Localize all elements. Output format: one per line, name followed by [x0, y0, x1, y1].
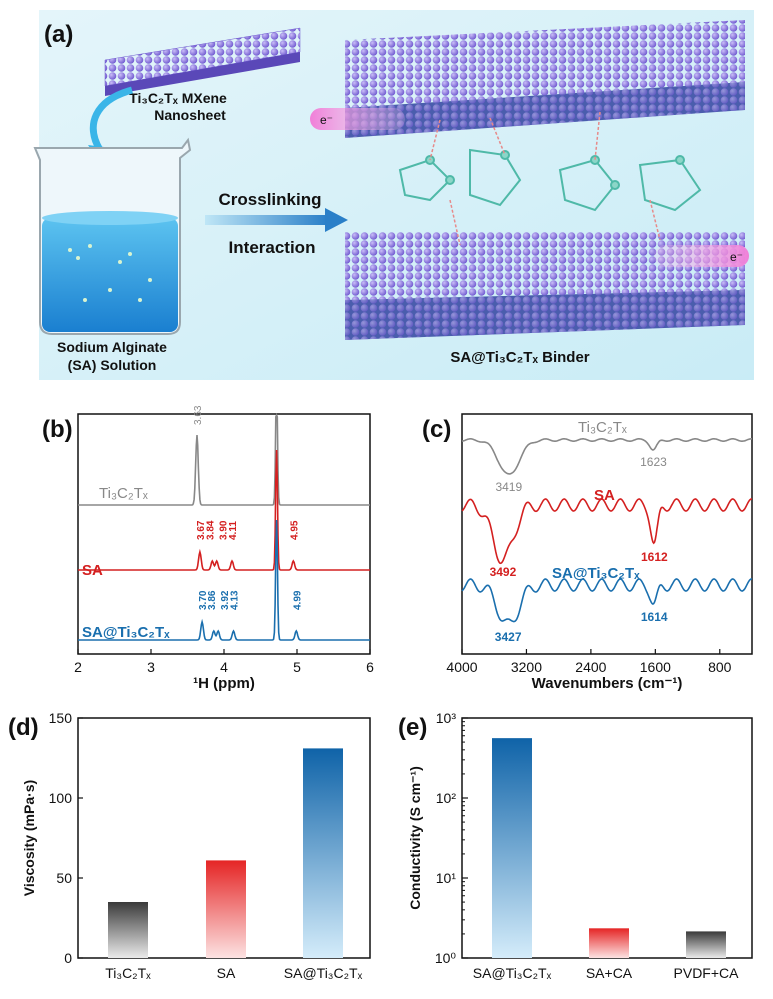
- panel-e-label: (e): [398, 714, 427, 741]
- ftir-series-label: Ti₃C₂Tₓ: [578, 419, 627, 436]
- arrow-label-interaction: Interaction: [229, 238, 316, 257]
- lower-mxene-slab: [345, 232, 745, 340]
- x-axis-label: Wavenumbers (cm⁻¹): [532, 675, 683, 692]
- pour-arrow: [89, 86, 133, 152]
- x-tick-label: 3200: [511, 659, 542, 675]
- nmr-peak-label: 4.13: [229, 590, 240, 610]
- ftir-peak-label: 1614: [641, 610, 668, 624]
- x-tick-label: SA: [217, 965, 236, 981]
- y-tick-label: 10⁰: [435, 950, 457, 966]
- electron-label-lower: e⁻: [730, 250, 743, 264]
- x-tick-label: SA+CA: [586, 965, 633, 981]
- ftir-series-line: [461, 438, 752, 475]
- nmr-peak-label: 3.86: [207, 590, 218, 610]
- panel-d-label: (d): [8, 714, 39, 741]
- x-tick-label: SA@Ti₃C₂Tₓ: [473, 965, 552, 981]
- beaker-label-line1: Sodium Alginate: [57, 339, 167, 355]
- ftir-peak-label: 3419: [495, 480, 522, 494]
- process-arrow-head: [325, 208, 348, 232]
- panel-e: (e) SA@Ti₃C₂Tₓ SA+CA PVDF+CA 10⁰ 10¹ 10² 10³ Co…: [398, 710, 753, 981]
- nmr-peak-label: 3.67: [196, 520, 207, 540]
- nanosheet-label-line2: Nanosheet: [154, 107, 226, 123]
- ftir-series-line: [461, 578, 753, 623]
- bar: [686, 931, 726, 958]
- panel-c-label: (c): [422, 416, 451, 443]
- panel-a-label: (a): [44, 21, 73, 48]
- panel-a: (a) Ti₃C₂Tₓ MXene Nanosheet Sodium Algin…: [33, 10, 754, 380]
- x-axis-label: ¹H (ppm): [193, 675, 255, 692]
- beaker: [33, 137, 192, 335]
- y-tick-label: 0: [64, 950, 72, 966]
- arrow-label-crosslinking: Crosslinking: [219, 190, 322, 209]
- nmr-peak-label: 4.95: [289, 520, 300, 540]
- electron-label-upper: e⁻: [320, 113, 333, 127]
- y-tick-label: 50: [56, 870, 72, 886]
- small-nanosheet: [104, 27, 301, 96]
- ftir-series-line: [461, 498, 753, 565]
- x-tick-label: 2: [74, 659, 82, 675]
- process-arrow: [205, 215, 327, 225]
- binder-label: SA@Ti₃C₂Tₓ Binder: [450, 349, 589, 366]
- nanosheet-label-line1: Ti₃C₂Tₓ MXene: [129, 90, 227, 106]
- nmr-series-label: SA@Ti₃C₂Tₓ: [82, 624, 170, 641]
- nmr-peak-label: 3.90: [219, 520, 230, 540]
- nmr-peak-label: 4.11: [228, 521, 239, 540]
- electron-upper: e⁻: [310, 108, 405, 130]
- y-tick-label: 10²: [436, 790, 457, 806]
- upper-mxene-slab: [345, 20, 745, 138]
- x-tick-label: 2400: [575, 659, 606, 675]
- x-tick-label: 1600: [640, 659, 671, 675]
- panel-c: (c) Ti₃C₂Tₓ SA SA@Ti₃C₂Tₓ 3419 1623 3492 1612…: [422, 413, 753, 692]
- panel-b: (b) Ti₃C₂Tₓ SA SA@Ti₃C₂Tₓ 3.63 3.673.84 3.90…: [42, 405, 374, 692]
- panel-c-frame: [461, 413, 753, 655]
- nmr-series-line: [78, 412, 370, 506]
- x-tick-label: 4000: [446, 659, 477, 675]
- nmr-series-label: Ti₃C₂Tₓ: [99, 485, 148, 502]
- y-tick-label: 10³: [436, 710, 457, 726]
- panel-b-label: (b): [42, 416, 73, 443]
- ftir-peak-label: 3427: [495, 630, 522, 644]
- y-tick-label: 100: [49, 790, 73, 806]
- x-tick-label: Ti₃C₂Tₓ: [105, 965, 151, 981]
- nmr-peak-label: 3.63: [193, 405, 204, 425]
- nmr-peak-label: 3.70: [198, 590, 209, 610]
- ftir-peak-label: 1612: [641, 550, 668, 564]
- ftir-peak-label: 3492: [490, 565, 517, 579]
- x-tick-label: 5: [293, 659, 301, 675]
- x-tick-label: 3: [147, 659, 155, 675]
- bar: [108, 902, 148, 958]
- x-tick-label: 6: [366, 659, 374, 675]
- nmr-series-label: SA: [82, 562, 103, 579]
- bar: [206, 860, 246, 958]
- y-tick-label: 150: [49, 710, 73, 726]
- x-tick-label: SA@Ti₃C₂Tₓ: [284, 965, 363, 981]
- nmr-series-line: [78, 519, 370, 641]
- nmr-peak-label: 3.84: [205, 520, 216, 540]
- ftir-peak-label: 1623: [640, 455, 667, 469]
- bar: [303, 748, 343, 958]
- y-tick-label: 10¹: [436, 870, 457, 886]
- y-axis-label: Viscosity (mPa·s): [21, 780, 37, 896]
- x-tick-label: PVDF+CA: [674, 965, 740, 981]
- beaker-label-line2: (SA) Solution: [68, 357, 157, 373]
- panel-d: (d) Ti₃C₂Tₓ SA SA@Ti₃C₂Tₓ 0 50 100 150 Viscosit…: [8, 710, 371, 981]
- nmr-peak-label: 3.92: [220, 590, 231, 610]
- hydrogen-bonds: [429, 111, 661, 246]
- bar: [589, 928, 629, 958]
- nmr-series-line: [78, 449, 370, 571]
- bar: [492, 738, 532, 958]
- y-axis-label: Conductivity (S cm⁻¹): [407, 766, 423, 910]
- nmr-peak-label: 4.99: [292, 590, 303, 610]
- electron-lower: e⁻: [654, 245, 749, 267]
- ftir-series-label: SA@Ti₃C₂Tₓ: [552, 565, 640, 582]
- x-tick-label: 800: [708, 659, 732, 675]
- ftir-series-label: SA: [594, 487, 615, 504]
- x-tick-label: 4: [220, 659, 228, 675]
